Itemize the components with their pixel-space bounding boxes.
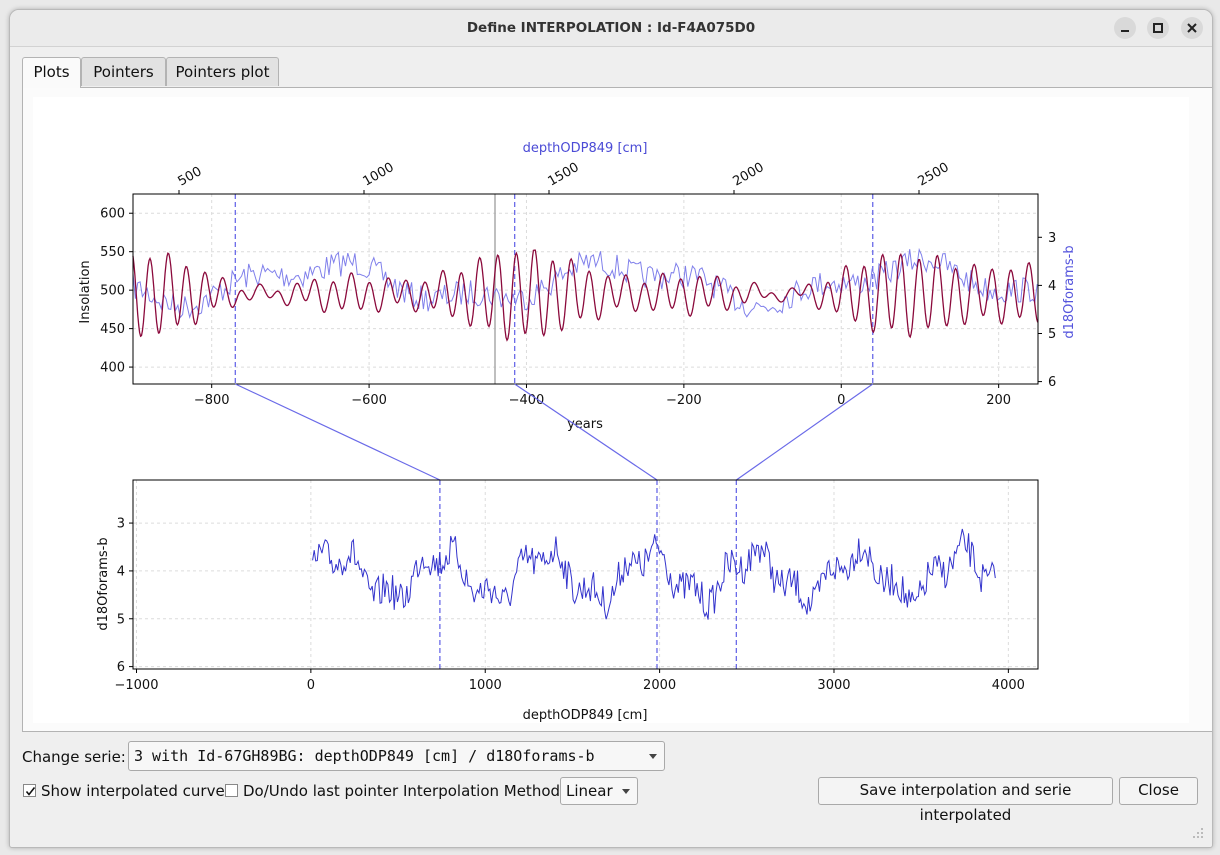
- insolation-series-line: [132, 249, 1039, 342]
- top-x-tick-label: −600: [351, 393, 387, 408]
- interpolation-window: Define INTERPOLATION : Id-F4A075D0 Plots…: [9, 9, 1213, 848]
- close-window-button[interactable]: [1181, 17, 1203, 39]
- top-x2-tick-label: 1000: [361, 160, 397, 190]
- bottom-d18o-series-line: [312, 528, 996, 620]
- bottom-x-tick-label: 2000: [643, 678, 676, 693]
- chevron-down-icon: [649, 754, 657, 759]
- minimize-icon: [1121, 30, 1129, 32]
- top-plot-frame: [132, 193, 1039, 385]
- method-select-value: Linear: [566, 782, 613, 800]
- change-serie-label: Change serie:: [22, 748, 126, 766]
- method-select[interactable]: Linear: [560, 777, 638, 805]
- close-icon: [1187, 23, 1197, 33]
- bottom-x-tick-label: 3000: [817, 678, 850, 693]
- top-x2label: depthODP849 [cm]: [523, 141, 648, 156]
- bottom-x-tick-label: 0: [307, 678, 315, 693]
- show-curve-checkbox[interactable]: [23, 784, 36, 797]
- pointer-connector-line: [235, 383, 441, 481]
- bottom-y-tick-label: 6: [117, 660, 125, 675]
- top-y-tick-label: 400: [100, 361, 125, 376]
- tab-plots[interactable]: Plots: [22, 57, 81, 88]
- window-title: Define INTERPOLATION : Id-F4A075D0: [466, 20, 756, 36]
- top-y2-tick-label: 3: [1048, 231, 1056, 246]
- top-y2-tick-label: 6: [1048, 375, 1056, 390]
- save-interpolation-button[interactable]: Save interpolation and serie interpolate…: [818, 777, 1113, 824]
- check-icon: [25, 787, 36, 796]
- show-curve-label[interactable]: Show interpolated curve: [41, 782, 225, 800]
- top-y-tick-label: 500: [100, 284, 125, 299]
- top-y-tick-label: 550: [100, 245, 125, 260]
- top-y2label: d18Oforams-b: [1062, 245, 1077, 338]
- minimize-button[interactable]: [1114, 17, 1136, 39]
- pointer-connector-line: [514, 383, 658, 481]
- top-x-tick-label: −400: [509, 393, 545, 408]
- bottom-y-tick-label: 4: [117, 564, 125, 579]
- pointer-connector-line: [735, 383, 874, 481]
- top-y-tick-label: 450: [100, 322, 125, 337]
- serie-select-value: 3 with Id-67GH89BG: depthODP849 [cm] / d…: [134, 747, 595, 765]
- top-xlabel: years: [567, 417, 603, 432]
- plot-canvas[interactable]: −800 −600 −400 −200 0 200 400 450 500 550 600 3 4 5 6 5…: [33, 97, 1189, 723]
- bottom-ylabel: d18Oforams-b: [96, 537, 111, 630]
- method-label: Interpolation Method:: [403, 782, 566, 800]
- top-x2-tick-label: 1500: [546, 160, 582, 190]
- bottom-x-tick-label: −1000: [114, 678, 158, 693]
- tab-pointers[interactable]: Pointers: [81, 57, 166, 86]
- interpolation-chart[interactable]: −800 −600 −400 −200 0 20040045050055060034565…: [33, 97, 1189, 723]
- bottom-x-tick-label: 4000: [992, 678, 1025, 693]
- bottom-xlabel: depthODP849 [cm]: [523, 708, 648, 723]
- top-x-tick-label: −200: [666, 393, 702, 408]
- bottom-x-tick-label: 1000: [469, 678, 502, 693]
- top-x-tick-label: −800: [194, 393, 230, 408]
- close-button[interactable]: Close: [1119, 777, 1198, 805]
- bottom-y-tick-label: 5: [117, 612, 125, 627]
- top-x2-tick-label: 2000: [731, 160, 767, 190]
- top-y-tick-label: 600: [100, 207, 125, 222]
- tab-pointers-plot[interactable]: Pointers plot: [166, 57, 279, 86]
- top-y2-tick-label: 4: [1048, 279, 1056, 294]
- top-x-tick-label: 0: [837, 393, 845, 408]
- top-x2-tick-label: 2500: [916, 160, 952, 190]
- chevron-down-icon: [622, 789, 630, 794]
- top-x2-tick-label: 500: [176, 164, 205, 189]
- maximize-button[interactable]: [1147, 17, 1169, 39]
- top-x-tick-label: 200: [986, 393, 1011, 408]
- undo-pointer-label[interactable]: Do/Undo last pointer: [243, 782, 399, 800]
- top-y2-tick-label: 5: [1048, 327, 1056, 342]
- plots-panel: −800 −600 −400 −200 0 200 400 450 500 550 600 3 4 5 6 5…: [22, 87, 1212, 732]
- d18o-series-line: [132, 247, 1038, 320]
- title-bar[interactable]: Define INTERPOLATION : Id-F4A075D0: [10, 10, 1212, 47]
- top-ylabel: Insolation: [78, 260, 93, 323]
- resize-grip-icon[interactable]: [1192, 827, 1204, 839]
- bottom-plot-frame: [132, 479, 1039, 670]
- undo-pointer-checkbox[interactable]: [225, 784, 238, 797]
- serie-select[interactable]: 3 with Id-67GH89BG: depthODP849 [cm] / d…: [128, 741, 665, 771]
- maximize-icon: [1153, 23, 1163, 33]
- bottom-y-tick-label: 3: [117, 517, 125, 532]
